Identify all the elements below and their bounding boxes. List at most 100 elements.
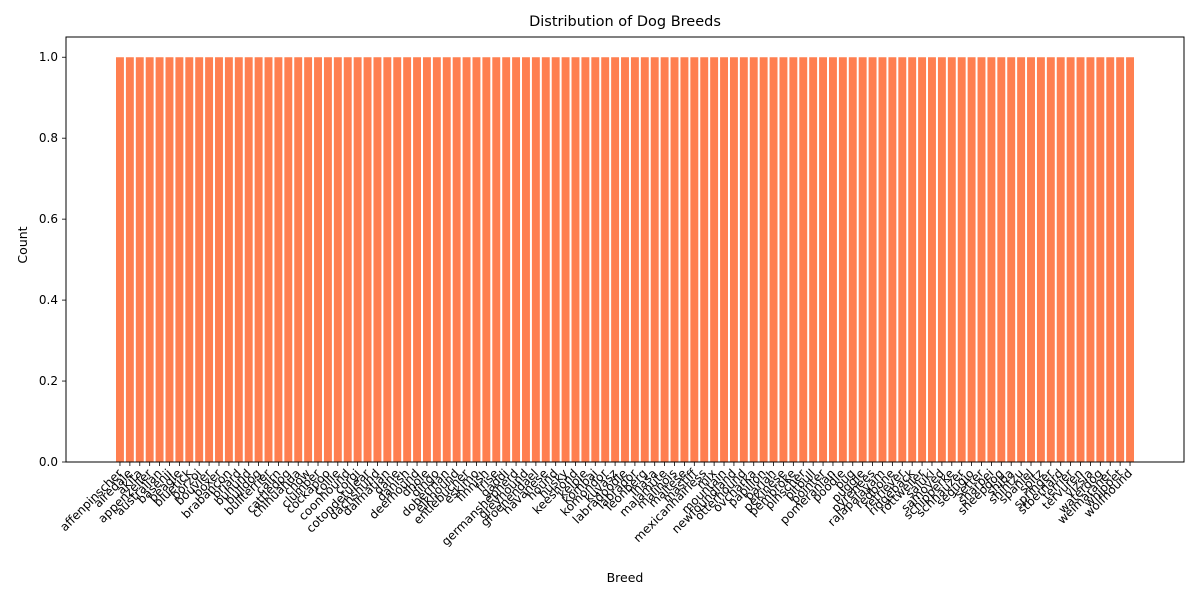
bar-greyhound (522, 57, 530, 463)
bar-cattledog (284, 57, 293, 463)
bar-bullterrier (264, 57, 273, 463)
bar-ridgeback (908, 57, 917, 463)
bar-bulldog (254, 57, 263, 463)
bar-segugio (967, 57, 976, 463)
bar-bluetick (185, 57, 194, 463)
bar-bouvier (205, 57, 214, 463)
bar-briard (234, 57, 243, 463)
bar-husky (561, 57, 570, 463)
bar-setter (977, 57, 986, 463)
bar-schipperke (947, 57, 956, 463)
bar-pariah (769, 57, 778, 463)
bar-kombai (591, 57, 600, 463)
bar-kuvasz (611, 57, 620, 463)
bar-spitz (1036, 57, 1045, 463)
bar-kelpie (581, 57, 590, 463)
bar-saluki (928, 57, 936, 463)
bar-cockapoo (323, 57, 332, 463)
bar-australian (155, 57, 164, 463)
bar-hound (551, 57, 560, 463)
bar-maltese (680, 57, 689, 463)
bar-pembroke (789, 57, 798, 463)
bar-samoyed (937, 57, 946, 463)
bar-entlebucher (462, 57, 471, 463)
bar-frise (492, 57, 501, 463)
bar-clumber (314, 57, 322, 463)
bar-airedale (125, 57, 134, 463)
bar-komondor (601, 57, 610, 463)
bar-terrier (1066, 57, 1075, 463)
bar-deerhound (413, 57, 421, 463)
bar-keeshond (571, 57, 580, 463)
bar-borzoi (195, 57, 204, 463)
bar-dane (393, 57, 402, 463)
bar-beagle (175, 57, 184, 463)
bar-leonberg (640, 57, 649, 463)
bar-chow (304, 57, 313, 463)
y-tick-label: 0.6 (39, 212, 58, 226)
bar-tervuren (1076, 57, 1085, 463)
bar-puggle (858, 57, 867, 463)
bar-cotondetulear (363, 57, 372, 463)
bar-whippet (1116, 57, 1125, 463)
bar-weimaraner (1106, 57, 1115, 463)
bar-chihuahua (294, 57, 303, 463)
bar-rottweiler (918, 57, 927, 463)
bar-waterdog (1096, 57, 1105, 463)
bar-malinois (670, 57, 679, 463)
bar-mountain (720, 57, 728, 463)
bar-appenzeller (145, 57, 154, 463)
bar-springer (1046, 57, 1055, 463)
bar-sharpei (987, 57, 996, 463)
bar-cairn (274, 57, 283, 463)
y-tick-label: 0.2 (39, 374, 58, 388)
bar-brabancon (224, 57, 233, 463)
bar-ovcharka (749, 57, 758, 463)
y-tick-label: 0.0 (39, 455, 58, 469)
bar-pyrenees (868, 57, 877, 463)
bar-wolfhound (1126, 57, 1134, 463)
bar-labrador (630, 57, 639, 463)
bar-shiba (1007, 57, 1016, 463)
bar-mexicanhairless (700, 57, 709, 463)
bar-akita (135, 57, 144, 463)
bar-basenji (165, 57, 174, 463)
bar-dhole (422, 57, 431, 463)
bar-sheepdog (997, 57, 1006, 463)
bar-pekinese (779, 57, 788, 463)
bars-group (116, 57, 1134, 463)
bar-pomeranian (829, 57, 837, 463)
bar-pinscher (799, 57, 808, 463)
bar-poodle (838, 57, 847, 463)
bar-finnish (482, 57, 491, 463)
bar-pointer (819, 57, 828, 463)
bar-mix (710, 57, 719, 463)
plot-area-frame (65, 36, 1185, 463)
bar-collie (333, 57, 342, 463)
bar-eskimo (472, 57, 481, 463)
bar-affenpinscher (116, 57, 124, 463)
bar-doberman (442, 57, 451, 463)
bar-dachshund (373, 57, 382, 463)
bar-malamute (660, 57, 669, 463)
bar-schnauzer (957, 57, 966, 463)
bar-mastiff (690, 57, 699, 463)
bar-corgi (353, 57, 362, 463)
bar-labradoodle (621, 57, 629, 463)
bar-otterhound (739, 57, 748, 463)
bar-coonhound (343, 57, 352, 463)
bar-boxer (215, 57, 223, 463)
bar-lhasa (650, 57, 659, 463)
x-axis-label: Breed (607, 570, 644, 585)
bar-groenendael (531, 57, 540, 463)
bar-vizsla (1086, 57, 1095, 463)
y-tick-label: 0.8 (39, 131, 58, 145)
bar-dingo (432, 57, 441, 463)
bar-gaddi (502, 57, 511, 463)
bar-rajapalayam (878, 57, 887, 463)
bar-papillon (759, 57, 768, 463)
bar-spaniel (1027, 57, 1035, 463)
x-axis-ticks: affenpinscherairedaleakitaappenzelleraus… (57, 462, 1135, 549)
y-axis-label: Count (15, 226, 30, 263)
bar-shihtzu (1017, 57, 1026, 463)
